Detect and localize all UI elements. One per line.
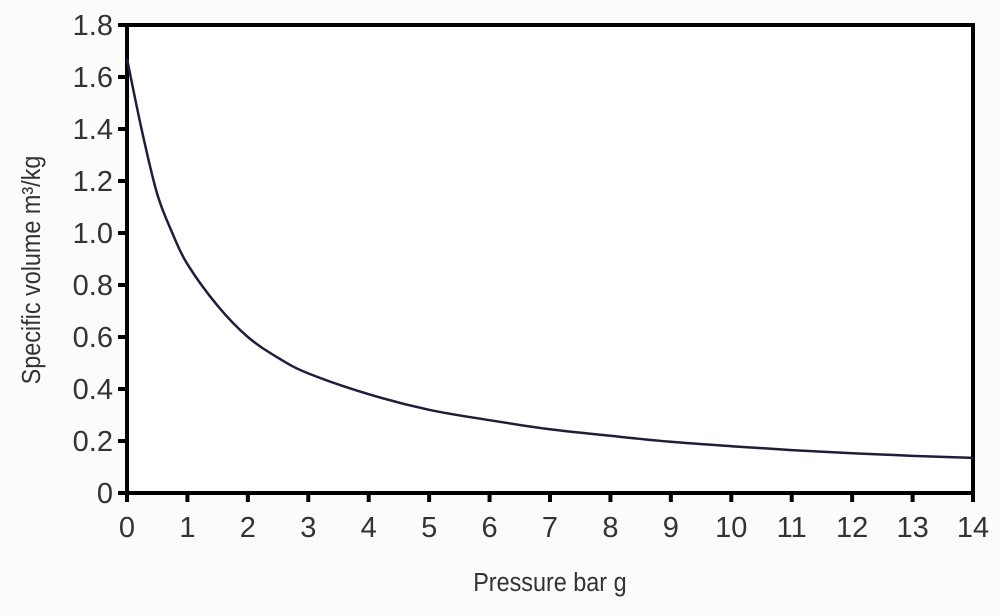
x-tick-label: 1 — [179, 512, 195, 544]
x-tick-label: 7 — [542, 512, 558, 544]
x-tick-label: 3 — [300, 512, 316, 544]
y-tick-label: 1.4 — [73, 114, 113, 146]
y-axis-label: Specific volume m³/kg — [18, 156, 46, 385]
series-line — [125, 58, 974, 460]
x-tick-label: 4 — [361, 512, 377, 544]
x-tick-label: 13 — [896, 512, 928, 544]
plot-frame — [125, 23, 975, 495]
y-tick-label: 0.8 — [73, 270, 113, 302]
x-tick-label: 12 — [836, 512, 868, 544]
x-tick-label: 8 — [602, 512, 618, 544]
y-tick-label: 1.6 — [73, 62, 113, 94]
y-tick-label: 1.0 — [73, 218, 113, 250]
y-tick-label: 0.2 — [73, 426, 113, 458]
x-tick-label: 2 — [240, 512, 256, 544]
x-tick-label: 5 — [421, 512, 437, 544]
y-tick-label: 1.2 — [73, 166, 113, 198]
y-tick-label: 0.4 — [73, 374, 113, 406]
x-tick-label: 14 — [957, 512, 989, 544]
x-tick-label: 10 — [715, 512, 747, 544]
y-tick-label: 0.6 — [73, 322, 113, 354]
x-tick-label: 0 — [119, 512, 135, 544]
x-tick-label: 9 — [663, 512, 679, 544]
x-tick-label: 11 — [777, 512, 807, 544]
x-axis-label: Pressure bar g — [473, 569, 626, 597]
y-tick-label: 1.8 — [73, 10, 113, 42]
y-tick-label: 0 — [97, 478, 113, 510]
x-tick-label: 6 — [482, 512, 498, 544]
y-axis-ticks: 0 0.2 0.4 0.6 0.8 1.0 1.2 1.4 1.6 1.8 — [73, 10, 127, 510]
x-axis-ticks: 0 1 2 3 4 5 6 7 8 9 10 11 12 13 14 — [119, 493, 989, 544]
